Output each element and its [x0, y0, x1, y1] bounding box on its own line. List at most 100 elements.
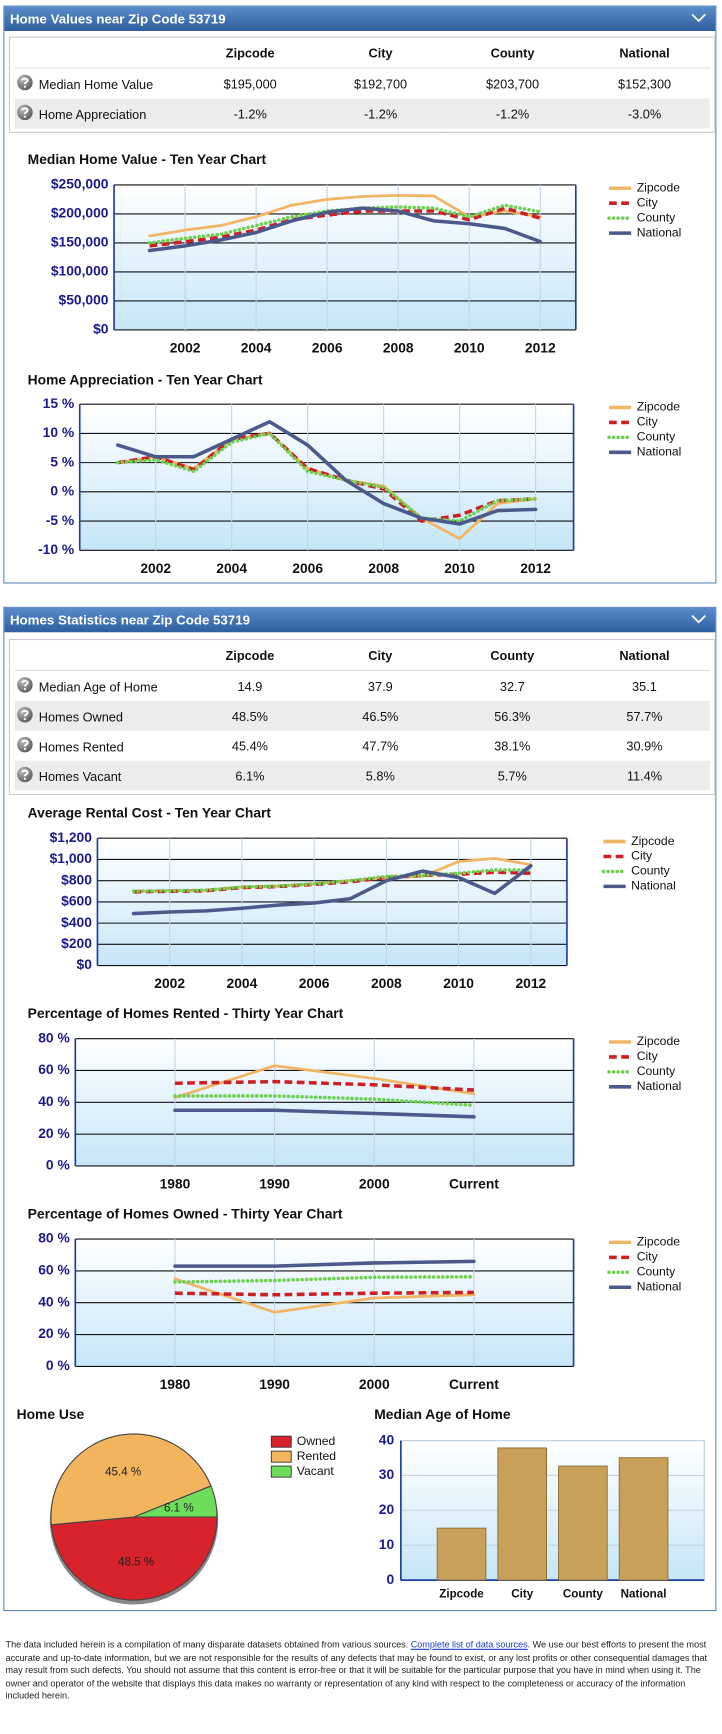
plot-area — [79, 404, 574, 551]
cell: 6.1% — [184, 760, 316, 791]
slice-label: 48.5 % — [118, 1556, 154, 1569]
cell: -1.2% — [185, 98, 316, 129]
help-icon[interactable] — [17, 707, 34, 724]
cell: 5.7% — [445, 760, 580, 791]
y-tick-label: 40 % — [38, 1093, 70, 1109]
legend-label: County — [637, 1265, 676, 1279]
x-tick-label: National — [621, 1588, 667, 1601]
y-tick-label: 15 % — [43, 395, 75, 411]
y-tick-label: $0 — [93, 321, 109, 337]
x-tick-label: 2000 — [359, 1376, 390, 1392]
legend-label: Owned — [297, 1434, 336, 1448]
stats-table: Zipcode City County National Median Home Val… — [14, 40, 710, 129]
slice-label: 45.4 % — [105, 1466, 141, 1479]
help-icon[interactable] — [17, 767, 34, 784]
stats-table: Zipcode City County National Median Age of H… — [14, 643, 710, 791]
y-tick-label: 40 % — [38, 1293, 70, 1309]
footer: The data included herein is a compilatio… — [6, 1639, 717, 1703]
series-line — [173, 1259, 476, 1268]
x-tick-label: 1990 — [259, 1376, 290, 1392]
y-tick-label: 20 — [379, 1501, 395, 1517]
cell: 11.4% — [579, 760, 710, 791]
bar — [618, 1457, 669, 1581]
x-tick-label: 1990 — [259, 1175, 290, 1191]
legend-label: National — [637, 1279, 682, 1293]
row-label: Homes Owned — [38, 711, 123, 726]
cell: -3.0% — [579, 98, 710, 129]
y-tick-label: -10 % — [38, 541, 74, 557]
column-header: City — [315, 643, 446, 672]
legend-swatch — [270, 1435, 292, 1448]
cell: 5.8% — [315, 760, 446, 791]
x-tick-label: Current — [449, 1175, 499, 1191]
series-line — [174, 1079, 475, 1092]
series-line — [115, 419, 538, 526]
x-tick-label: Zipcode — [439, 1588, 484, 1601]
home-values-panel: Home Values near Zip Code 53719 — [3, 5, 717, 584]
row-label-cell: Homes Owned — [14, 700, 185, 731]
cell: 57.7% — [579, 700, 710, 731]
row-label-cell: Homes Rented — [14, 731, 184, 761]
x-tick-label: 2008 — [371, 975, 402, 991]
x-tick-label: 2002 — [170, 339, 201, 355]
chart-title: Home Use — [17, 1406, 85, 1422]
y-tick-label: 0 % — [46, 1357, 70, 1373]
row-label-cell: Home Appreciation — [14, 98, 186, 129]
x-tick-label: 2002 — [154, 975, 185, 991]
help-icon[interactable] — [17, 677, 34, 694]
help-icon[interactable] — [17, 74, 34, 91]
legend-label: County — [637, 1064, 676, 1078]
y-tick-label: 0 % — [46, 1157, 70, 1173]
x-tick-label: 2000 — [359, 1175, 390, 1191]
x-tick-label: 2012 — [525, 339, 556, 355]
x-tick-label: 2010 — [454, 339, 485, 355]
legend-label: City — [631, 849, 653, 863]
cell: 48.5% — [184, 700, 316, 731]
pie-slice — [50, 1433, 212, 1526]
collapse-icon[interactable] — [691, 13, 707, 23]
legend-label: National — [631, 879, 676, 893]
panel-header[interactable]: Homes Statistics near Zip Code 53719 — [4, 607, 716, 633]
column-header: Zipcode — [185, 40, 316, 69]
row-label-cell: Homes Vacant — [14, 760, 185, 791]
pie-slice — [50, 1516, 218, 1601]
row-label: Median Home Value — [38, 79, 154, 93]
collapse-icon[interactable] — [691, 615, 707, 625]
y-tick-label: $100,000 — [51, 263, 109, 279]
x-tick-label: 2004 — [227, 975, 258, 991]
cell: $192,700 — [354, 78, 408, 92]
x-tick-label: 2004 — [241, 339, 272, 355]
x-tick-label: 2006 — [292, 560, 323, 576]
x-tick-label: 2012 — [520, 560, 551, 576]
y-tick-label: $600 — [61, 893, 92, 909]
chart-title: Home Appreciation - Ten Year Chart — [28, 372, 263, 388]
sources-link[interactable]: Complete list of data sources — [410, 1639, 528, 1650]
cell: 14.9 — [237, 680, 263, 694]
slice-label: 6.1 % — [164, 1501, 194, 1514]
legend-swatch — [270, 1450, 292, 1463]
data-row: Homes Owned 48.5% 46.5% 56.3% 57.7% — [14, 700, 710, 731]
y-tick-label: $1,200 — [50, 829, 93, 845]
legend-label: County — [637, 430, 676, 444]
x-tick-label: 2002 — [140, 560, 171, 576]
header-row: Zipcode City County National — [14, 40, 710, 69]
help-icon[interactable] — [17, 737, 34, 754]
x-tick-label: 2006 — [299, 975, 330, 991]
y-tick-label: 60 % — [38, 1061, 70, 1077]
legend-label: Rented — [297, 1449, 336, 1463]
legend-label: County — [631, 864, 670, 878]
chart-title: Percentage of Homes Owned - Thirty Year … — [28, 1205, 343, 1221]
cell: 38.1% — [494, 740, 531, 754]
x-tick-label: 2008 — [383, 339, 414, 355]
y-tick-label: 20 % — [38, 1125, 70, 1141]
y-tick-label: $200 — [61, 935, 92, 951]
bar — [497, 1447, 548, 1581]
data-row: Home Appreciation -1.2% -1.2% -1.2% -3.0% — [14, 98, 710, 129]
table-box: Zipcode City County National Median Age of H… — [8, 638, 716, 796]
legend-label: County — [637, 210, 676, 224]
y-tick-label: -5 % — [46, 512, 74, 528]
panel-header[interactable]: Home Values near Zip Code 53719 — [4, 6, 716, 32]
help-icon[interactable] — [17, 104, 34, 121]
